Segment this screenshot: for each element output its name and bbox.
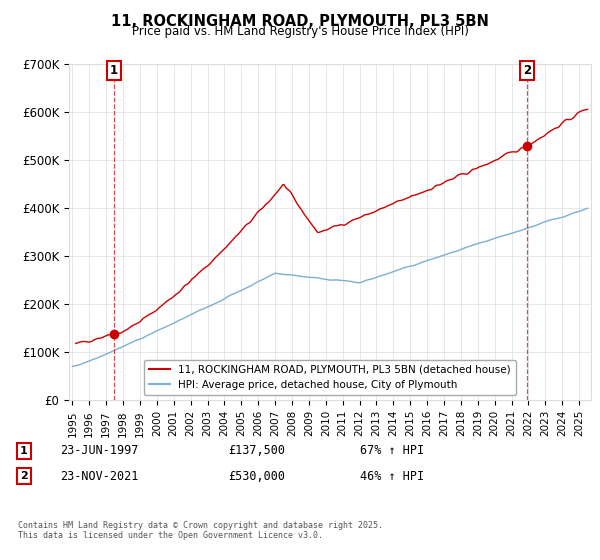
Text: 46% ↑ HPI: 46% ↑ HPI: [360, 469, 424, 483]
Text: £137,500: £137,500: [228, 444, 285, 458]
Text: 2: 2: [20, 471, 28, 481]
Text: 23-JUN-1997: 23-JUN-1997: [60, 444, 139, 458]
Text: 2: 2: [523, 64, 531, 77]
Text: 11, ROCKINGHAM ROAD, PLYMOUTH, PL3 5BN: 11, ROCKINGHAM ROAD, PLYMOUTH, PL3 5BN: [111, 14, 489, 29]
Text: 1: 1: [110, 64, 118, 77]
Text: Price paid vs. HM Land Registry's House Price Index (HPI): Price paid vs. HM Land Registry's House …: [131, 25, 469, 38]
Text: 23-NOV-2021: 23-NOV-2021: [60, 469, 139, 483]
Text: £530,000: £530,000: [228, 469, 285, 483]
Text: Contains HM Land Registry data © Crown copyright and database right 2025.
This d: Contains HM Land Registry data © Crown c…: [18, 521, 383, 540]
Legend: 11, ROCKINGHAM ROAD, PLYMOUTH, PL3 5BN (detached house), HPI: Average price, det: 11, ROCKINGHAM ROAD, PLYMOUTH, PL3 5BN (…: [144, 360, 516, 395]
Text: 67% ↑ HPI: 67% ↑ HPI: [360, 444, 424, 458]
Text: 1: 1: [20, 446, 28, 456]
